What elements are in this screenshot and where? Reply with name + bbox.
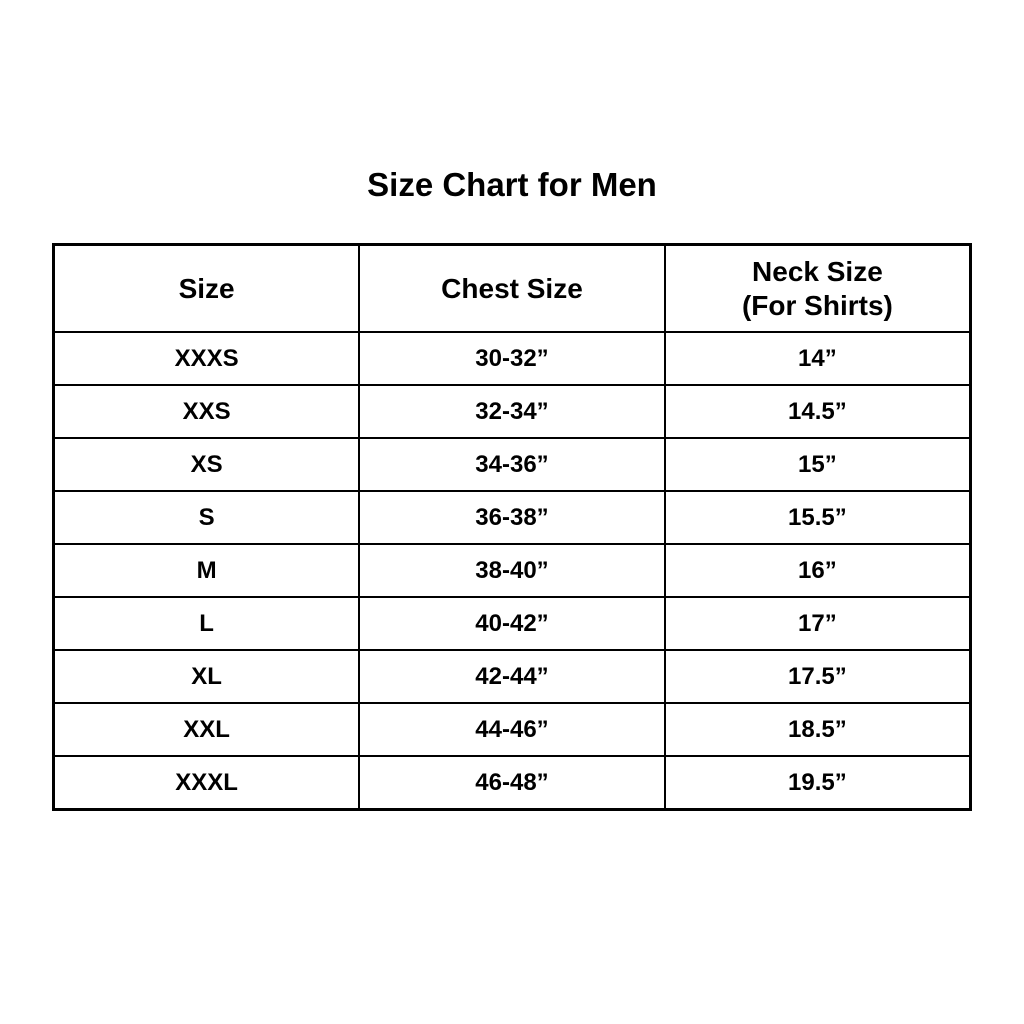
neck-cell: 18.5” xyxy=(663,702,972,757)
neck-cell: 14” xyxy=(663,331,972,386)
neck-cell: 19.5” xyxy=(663,755,972,811)
table-row: XXXS 30-32” 14” xyxy=(52,331,972,386)
header-row: Size Chest Size Neck Size (For Shirts) xyxy=(52,243,972,333)
chest-cell: 42-44” xyxy=(358,649,666,704)
table-row: M 38-40” 16” xyxy=(52,543,972,598)
table-row: XS 34-36” 15” xyxy=(52,437,972,492)
neck-cell: 15” xyxy=(663,437,972,492)
size-chart-table: Size Chest Size Neck Size (For Shirts) X… xyxy=(52,243,972,811)
size-cell: XL xyxy=(52,649,361,704)
table-body: XXXS 30-32” 14” XXS 32-34” 14.5” XS 34-3… xyxy=(52,331,972,811)
chest-cell: 46-48” xyxy=(358,755,666,811)
table-row: XL 42-44” 17.5” xyxy=(52,649,972,704)
header-neck-size-line1: Neck Size xyxy=(752,255,883,287)
size-cell: XS xyxy=(52,437,361,492)
neck-cell: 17.5” xyxy=(663,649,972,704)
table-row: L 40-42” 17” xyxy=(52,596,972,651)
chest-cell: 34-36” xyxy=(358,437,666,492)
neck-cell: 15.5” xyxy=(663,490,972,545)
neck-cell: 16” xyxy=(663,543,972,598)
size-cell: L xyxy=(52,596,361,651)
header-size: Size xyxy=(52,243,361,333)
table-row: XXL 44-46” 18.5” xyxy=(52,702,972,757)
chest-cell: 38-40” xyxy=(358,543,666,598)
table-header: Size Chest Size Neck Size (For Shirts) xyxy=(52,243,972,333)
table-row: S 36-38” 15.5” xyxy=(52,490,972,545)
page-title: Size Chart for Men xyxy=(367,166,657,203)
chest-cell: 32-34” xyxy=(358,384,666,439)
neck-cell: 14.5” xyxy=(663,384,972,439)
table-row: XXS 32-34” 14.5” xyxy=(52,384,972,439)
chest-cell: 44-46” xyxy=(358,702,666,757)
header-chest-size: Chest Size xyxy=(358,243,666,333)
header-neck-size-line2: (For Shirts) xyxy=(741,289,893,321)
size-cell: M xyxy=(52,543,361,598)
chest-cell: 40-42” xyxy=(358,596,666,651)
size-cell: XXS xyxy=(52,384,361,439)
neck-cell: 17” xyxy=(663,596,972,651)
size-cell: XXXS xyxy=(52,331,361,386)
table-row: XXXL 46-48” 19.5” xyxy=(52,755,972,811)
size-cell: S xyxy=(52,490,361,545)
chest-cell: 36-38” xyxy=(358,490,666,545)
size-cell: XXL xyxy=(52,702,361,757)
chest-cell: 30-32” xyxy=(358,331,666,386)
header-neck-size: Neck Size (For Shirts) xyxy=(663,243,972,333)
size-cell: XXXL xyxy=(52,755,361,811)
